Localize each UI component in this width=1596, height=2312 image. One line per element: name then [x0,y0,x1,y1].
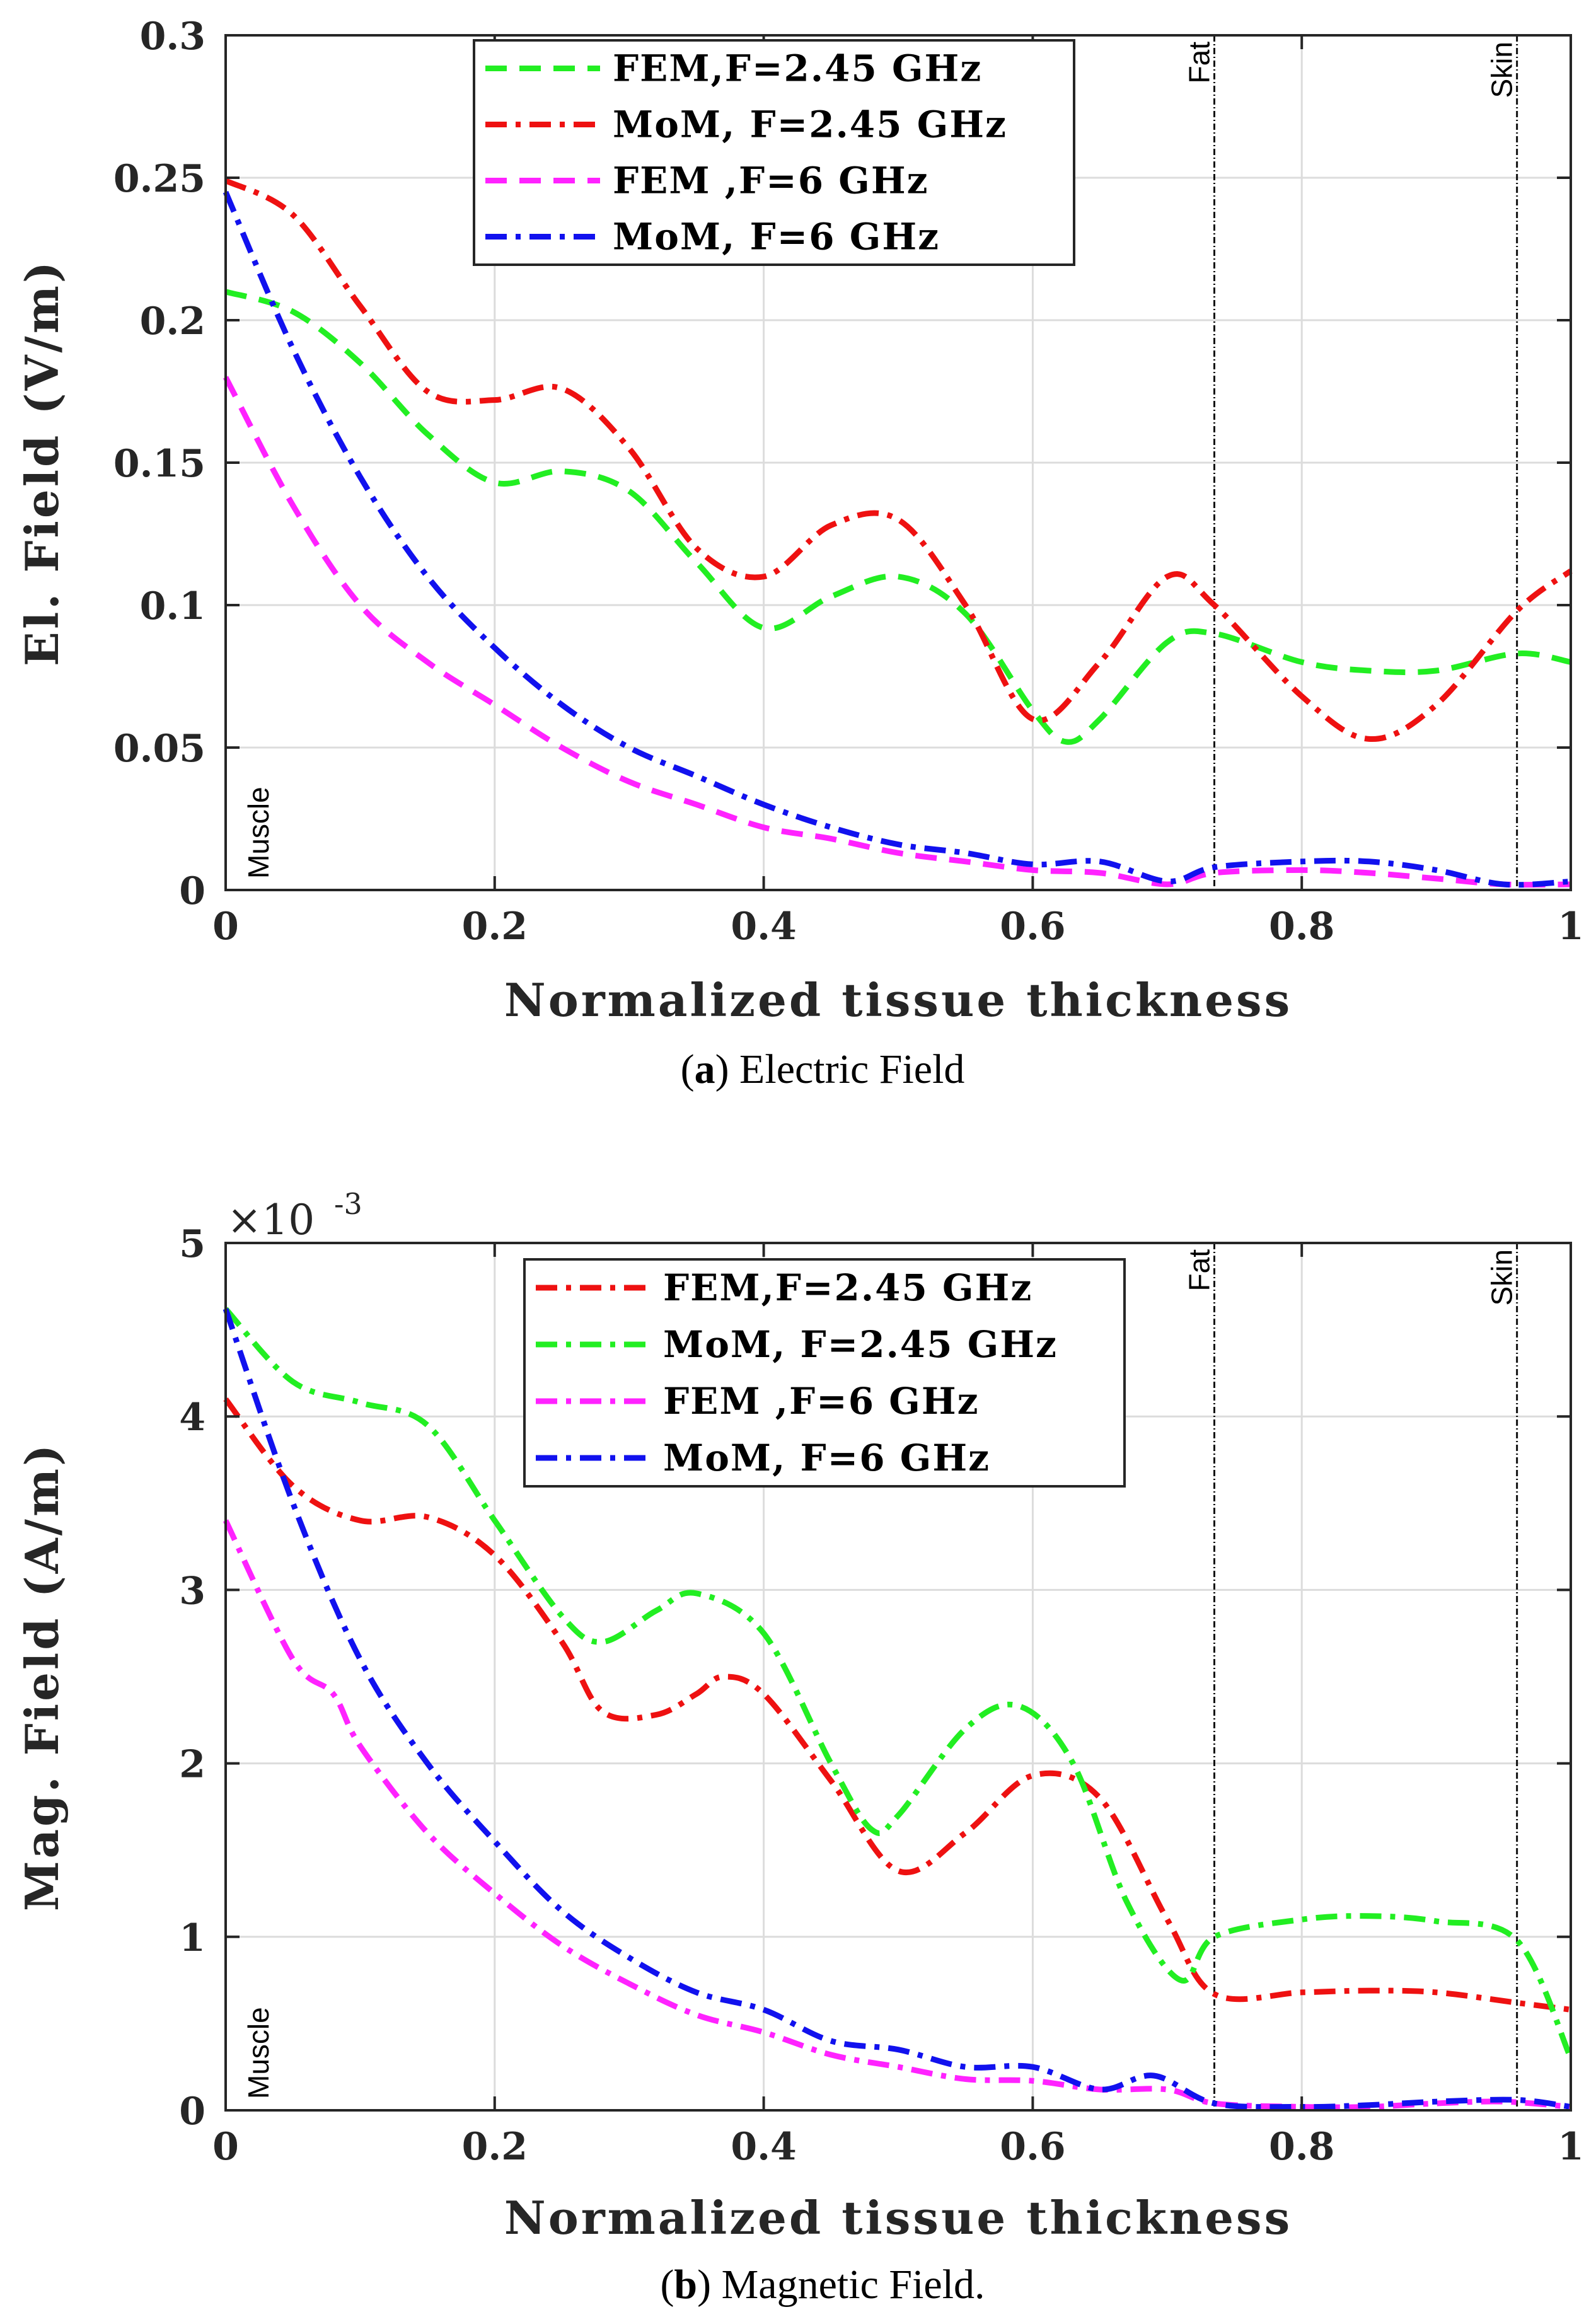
x-tick-label: 0.6 [1000,2125,1065,2169]
y-tick-label: 0.2 [140,299,205,344]
legend-label-2: FEM ,F=6 GHz [663,1380,980,1423]
x-tick-label: 0 [212,2125,239,2169]
series-line-0 [223,1397,1571,2013]
caption-letter: a [695,1046,715,1092]
region-label-fat: Fat [1183,1249,1215,1292]
x-tick-label: 1 [1558,2125,1584,2169]
legend-label-3: MoM, F=6 GHz [663,1436,990,1479]
y-tick-label: 0.1 [140,584,205,628]
legend-box [473,39,1075,266]
y-tick-label: 0.25 [113,157,205,201]
x-axis-label: Normalized tissue thickness [504,2191,1292,2245]
y-multiplier: ×10 [227,1196,315,1244]
x-tick-label: 0.8 [1269,2125,1334,2169]
y-multiplier-exponent: -3 [334,1187,362,1221]
y-tick-label: 1 [179,1916,205,1960]
y-axis-label: Mag. Field (A/m) [15,1442,69,1911]
legend-box [523,1258,1126,1488]
x-tick-label: 0.8 [1269,905,1334,949]
series-line-0 [224,289,1571,745]
region-label-skin: Skin [1486,42,1518,98]
series-line-1 [224,178,1573,742]
legend-label-1: MoM, F=2.45 GHz [613,103,1007,146]
y-tick-label: 3 [179,1569,205,1613]
legend-label-1: MoM, F=2.45 GHz [663,1323,1058,1366]
x-tick-label: 1 [1558,905,1584,949]
y-tick-label: 4 [179,1396,205,1440]
legend-label-0: FEM,F=2.45 GHz [663,1266,1032,1309]
series-line-3 [223,190,1571,888]
y-tick-label: 0.15 [113,442,205,486]
region-label-muscle: Muscle [242,787,275,879]
figure-caption: (a) Electric Field [681,1046,965,1092]
region-label-fat: Fat [1183,42,1215,84]
y-tick-label: 0.3 [140,14,205,59]
caption-text: Magnetic Field. [722,2262,985,2308]
y-tick-label: 5 [179,1222,205,1266]
axes-frame [224,1242,1572,2112]
y-tick-label: 0 [179,869,205,913]
region-label-muscle: Muscle [242,2007,275,2099]
y-tick-label: 0.05 [113,727,205,771]
x-tick-label: 0.4 [731,905,796,949]
caption-text: Electric Field [739,1046,964,1092]
x-tick-label: 0.4 [731,2125,796,2169]
legend-label-2: FEM ,F=6 GHz [613,159,929,202]
legend-label-0: FEM,F=2.45 GHz [613,47,982,90]
series-line-3 [223,1308,1571,2110]
region-label-skin: Skin [1486,1249,1518,1305]
x-tick-label: 0 [212,905,239,949]
caption-letter: b [674,2262,697,2308]
figure-caption: (b) Magnetic Field. [660,2262,985,2308]
y-axis-label: El. Field (V/m) [15,259,69,666]
x-tick-label: 0.6 [1000,905,1065,949]
series-line-2 [223,376,1571,888]
legend-label-3: MoM, F=6 GHz [613,216,940,258]
series-line-1 [223,1307,1574,2060]
x-tick-label: 0.2 [462,905,528,949]
y-tick-label: 2 [179,1743,205,1787]
y-tick-label: 0 [179,2089,205,2134]
x-tick-label: 0.2 [462,2125,528,2169]
x-axis-label: Normalized tissue thickness [504,973,1292,1027]
